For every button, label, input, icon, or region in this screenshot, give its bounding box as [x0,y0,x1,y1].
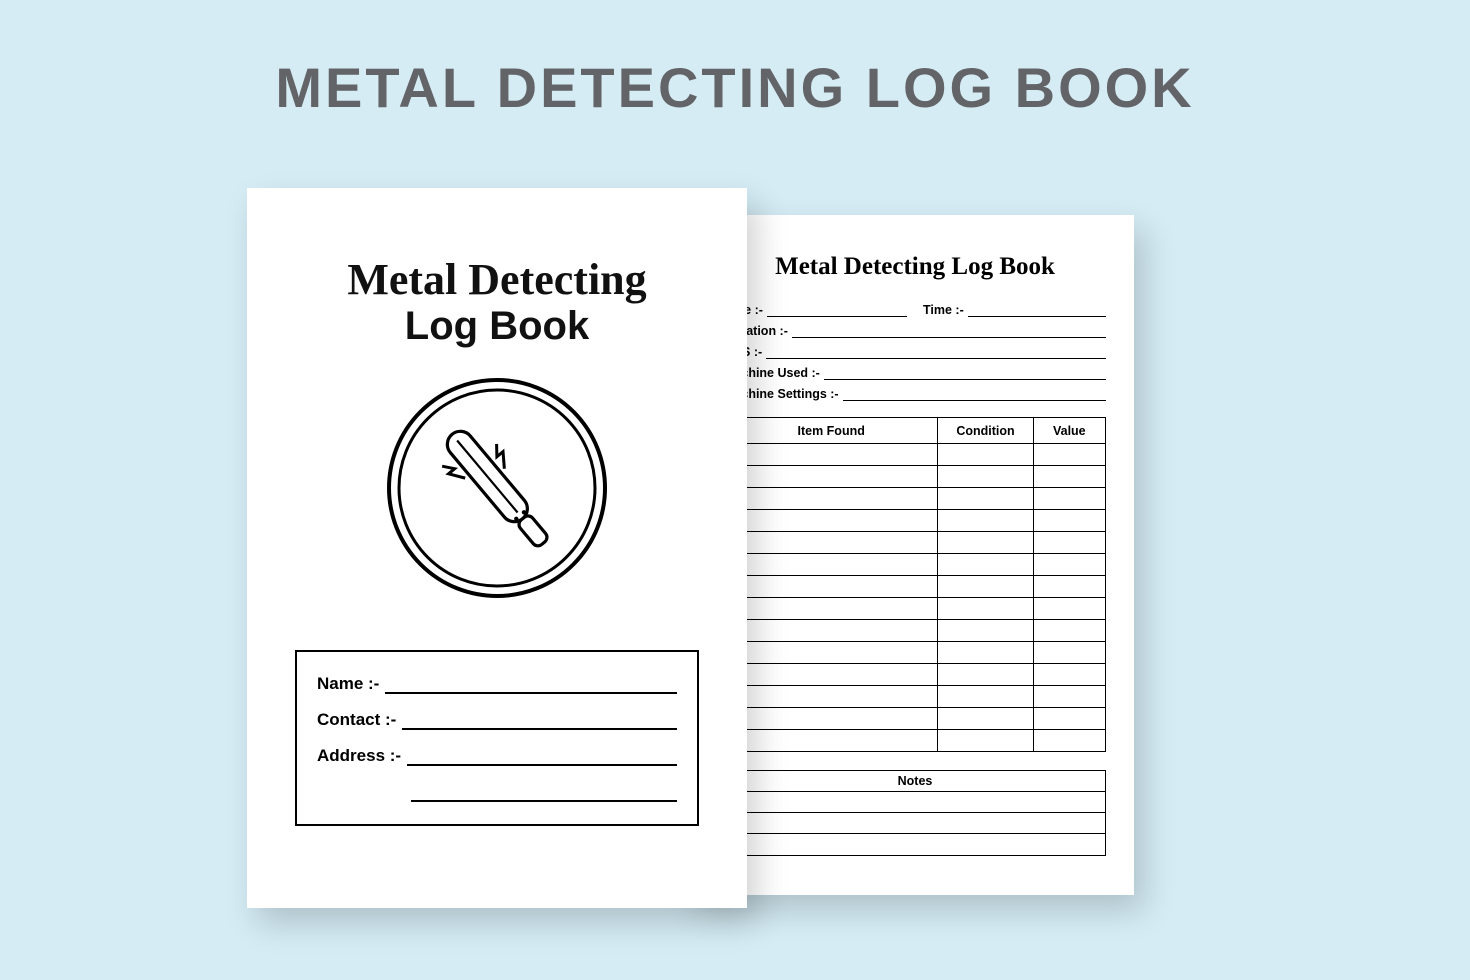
table-row [725,576,1106,598]
table-cell [1033,576,1105,598]
table-cell [1033,620,1105,642]
col-item-found: Item Found [725,418,938,444]
info-label-address: Address :- [317,746,401,766]
table-cell [938,730,1033,752]
table-cell [938,642,1033,664]
table-row [725,664,1106,686]
table-row [725,708,1106,730]
owner-info-box: Name :- Contact :- Address :- [295,650,699,826]
meta-row-location: Location :- [724,324,1106,338]
meta-line [792,324,1106,338]
table-cell [938,708,1033,730]
notes-box: Notes [724,770,1106,856]
meta-line [767,303,907,317]
cover-script-title: Metal Detecting [347,258,646,302]
table-cell [1033,664,1105,686]
table-cell [1033,466,1105,488]
table-row [725,686,1106,708]
table-cell [938,664,1033,686]
table-cell [938,444,1033,466]
table-cell [725,532,938,554]
table-cell [725,554,938,576]
table-cell [938,510,1033,532]
notes-line [725,834,1105,855]
notes-line [725,792,1105,813]
table-cell [938,598,1033,620]
table-cell [725,466,938,488]
meta-line [824,366,1106,380]
meta-row-machine-settings: Machine Settings :- [724,387,1106,401]
info-label-name: Name :- [317,674,379,694]
meta-row-date-time: Date :- Time :- [724,303,1106,317]
table-row [725,488,1106,510]
table-cell [725,488,938,510]
notes-header: Notes [725,771,1105,792]
table-row [725,554,1106,576]
interior-page: Metal Detecting Log Book Date :- Time :-… [686,215,1134,895]
table-row [725,532,1106,554]
table-row [725,598,1106,620]
table-cell [1033,554,1105,576]
table-cell [938,532,1033,554]
table-cell [725,444,938,466]
meta-line [968,303,1106,317]
col-condition: Condition [938,418,1033,444]
table-row [725,620,1106,642]
table-cell [1033,686,1105,708]
items-table: Item Found Condition Value [724,417,1106,752]
col-value: Value [1033,418,1105,444]
table-cell [725,730,938,752]
cover-block-title: Log Book [405,304,589,349]
info-row-contact: Contact :- [317,708,677,730]
info-line-address-2 [411,780,677,802]
table-row [725,642,1106,664]
table-row [725,444,1106,466]
table-cell [725,664,938,686]
interior-title: Metal Detecting Log Book [724,253,1106,281]
meta-section: Date :- Time :- Location :- GPS :- Machi… [724,303,1106,401]
table-cell [1033,642,1105,664]
table-cell [938,576,1033,598]
page-main-title: METAL DETECTING LOG BOOK [275,55,1194,120]
info-row-address: Address :- [317,744,677,766]
cover-page: Metal Detecting Log Book Name [247,188,747,908]
info-line [402,708,677,730]
info-line [385,672,677,694]
table-cell [725,576,938,598]
table-cell [725,642,938,664]
notes-lines [725,792,1105,855]
table-cell [725,510,938,532]
meta-line [843,387,1106,401]
info-line [407,744,677,766]
table-cell [938,620,1033,642]
meta-row-gps: GPS :- [724,345,1106,359]
table-cell [1033,730,1105,752]
table-cell [725,708,938,730]
table-cell [938,488,1033,510]
metal-detector-icon [382,373,612,608]
table-cell [938,466,1033,488]
table-cell [1033,598,1105,620]
table-cell [725,620,938,642]
table-cell [1033,444,1105,466]
meta-row-machine-used: Machine Used :- [724,366,1106,380]
meta-label-time: Time :- [923,303,964,317]
table-cell [938,686,1033,708]
table-cell [938,554,1033,576]
info-row-name: Name :- [317,672,677,694]
table-row [725,466,1106,488]
table-cell [725,598,938,620]
table-cell [1033,510,1105,532]
table-cell [1033,488,1105,510]
table-cell [1033,532,1105,554]
table-row [725,730,1106,752]
notes-line [725,813,1105,834]
table-row [725,510,1106,532]
table-cell [725,686,938,708]
table-cell [1033,708,1105,730]
meta-line [766,345,1106,359]
info-label-contact: Contact :- [317,710,396,730]
